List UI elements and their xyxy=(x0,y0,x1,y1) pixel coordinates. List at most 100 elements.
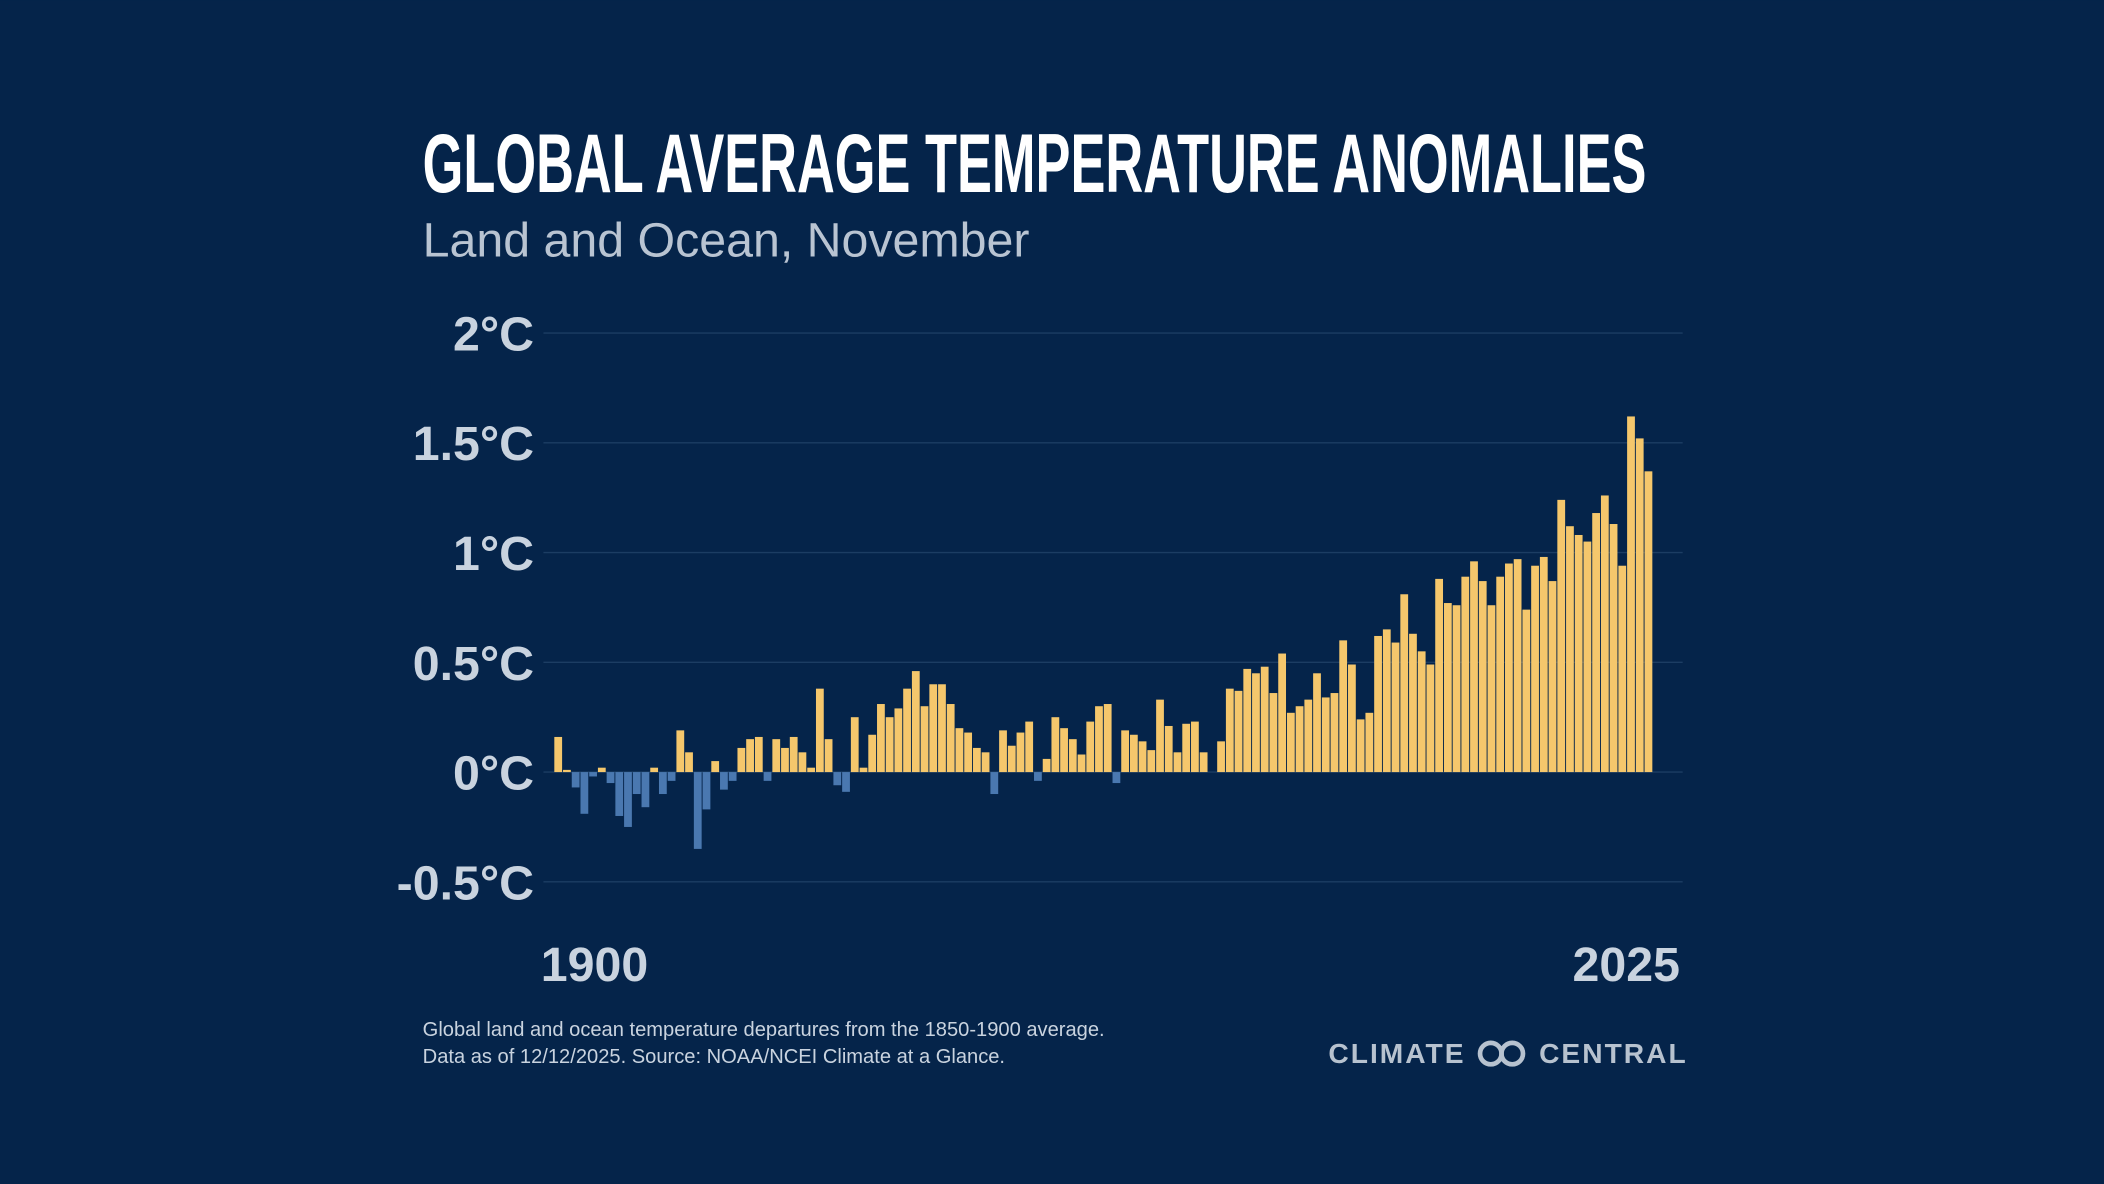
bar xyxy=(1583,541,1592,773)
bar xyxy=(885,717,894,773)
bar xyxy=(955,728,964,773)
bar xyxy=(563,769,571,773)
bar xyxy=(1618,565,1627,773)
bar xyxy=(1566,526,1574,773)
bar xyxy=(737,747,746,773)
bar xyxy=(580,772,589,814)
bar xyxy=(1252,673,1260,773)
bar xyxy=(920,706,929,773)
bar xyxy=(1112,772,1121,784)
bar xyxy=(999,730,1007,773)
bar xyxy=(877,704,885,773)
bar xyxy=(1269,693,1278,773)
bar xyxy=(1356,719,1365,773)
x-tick-label: 1900 xyxy=(541,938,648,992)
bar xyxy=(1417,651,1426,773)
y-tick-label: -0.5°C xyxy=(397,856,534,910)
bar xyxy=(868,734,877,773)
bar xyxy=(1129,734,1138,773)
bar xyxy=(1644,471,1653,773)
bar xyxy=(1391,642,1400,773)
bar xyxy=(1365,712,1374,773)
bar xyxy=(1461,576,1470,773)
bar xyxy=(1435,578,1444,773)
bar xyxy=(1539,556,1548,773)
bar xyxy=(1348,664,1356,773)
bar xyxy=(929,684,938,773)
bar xyxy=(702,772,711,810)
bar xyxy=(632,772,641,795)
bar xyxy=(1382,629,1391,773)
brand-text: CENTRAL xyxy=(1539,1037,1688,1069)
bar xyxy=(1426,664,1435,773)
bar xyxy=(981,752,990,773)
bar xyxy=(571,772,580,788)
footnote: Global land and ocean temperature depart… xyxy=(423,1019,1105,1041)
bar xyxy=(1470,561,1478,773)
bar xyxy=(789,736,798,773)
bar xyxy=(606,772,615,784)
bar xyxy=(815,688,824,773)
bar xyxy=(597,767,606,773)
bar xyxy=(798,752,807,773)
bar xyxy=(772,739,781,773)
bar xyxy=(1304,699,1313,773)
bar xyxy=(1007,745,1016,773)
bar xyxy=(1400,594,1409,773)
bar xyxy=(807,767,816,773)
chart-subtitle: Land and Ocean, November xyxy=(423,214,1030,268)
bar xyxy=(763,772,772,781)
brand-logo xyxy=(1477,1040,1526,1067)
bar xyxy=(1330,693,1339,773)
bar xyxy=(1199,752,1208,773)
y-tick-label: 0.5°C xyxy=(413,637,534,691)
bar xyxy=(589,772,597,777)
bar xyxy=(1225,688,1234,773)
bar xyxy=(1121,730,1130,773)
bar xyxy=(990,772,999,795)
bar xyxy=(1374,635,1382,773)
bar xyxy=(850,717,859,773)
bar xyxy=(1095,706,1103,773)
bar xyxy=(554,736,563,773)
bar xyxy=(720,772,728,790)
bar xyxy=(1173,752,1182,773)
bar xyxy=(1600,495,1609,773)
bar xyxy=(746,739,754,773)
bar xyxy=(728,772,737,781)
bar xyxy=(1077,754,1086,773)
bar xyxy=(1522,609,1531,773)
bar xyxy=(972,747,981,773)
bar xyxy=(1156,699,1164,773)
footnote: Data as of 12/12/2025. Source: NOAA/NCEI… xyxy=(423,1046,1005,1068)
bar xyxy=(667,772,676,781)
bar xyxy=(911,671,920,773)
bar xyxy=(650,767,659,773)
bar xyxy=(1531,565,1539,773)
bar xyxy=(781,747,789,773)
bar xyxy=(1478,581,1487,773)
bar xyxy=(1286,712,1295,773)
y-tick-label: 2°C xyxy=(453,307,534,361)
bar xyxy=(658,772,667,795)
bar xyxy=(1609,524,1618,773)
bar xyxy=(1592,513,1601,773)
bar xyxy=(1086,721,1095,773)
bar xyxy=(1138,741,1147,773)
bar xyxy=(1313,673,1321,773)
bar xyxy=(693,772,702,849)
bar xyxy=(1243,668,1252,773)
bar xyxy=(1443,603,1452,773)
bar xyxy=(685,752,693,773)
bar xyxy=(1103,704,1112,773)
bar xyxy=(833,772,842,786)
bar xyxy=(1505,563,1513,773)
y-tick-label: 1.5°C xyxy=(413,417,534,471)
bar xyxy=(1234,690,1243,773)
bar xyxy=(1164,725,1173,773)
bar xyxy=(1487,605,1496,773)
bar xyxy=(1025,721,1034,773)
bar xyxy=(842,772,850,792)
